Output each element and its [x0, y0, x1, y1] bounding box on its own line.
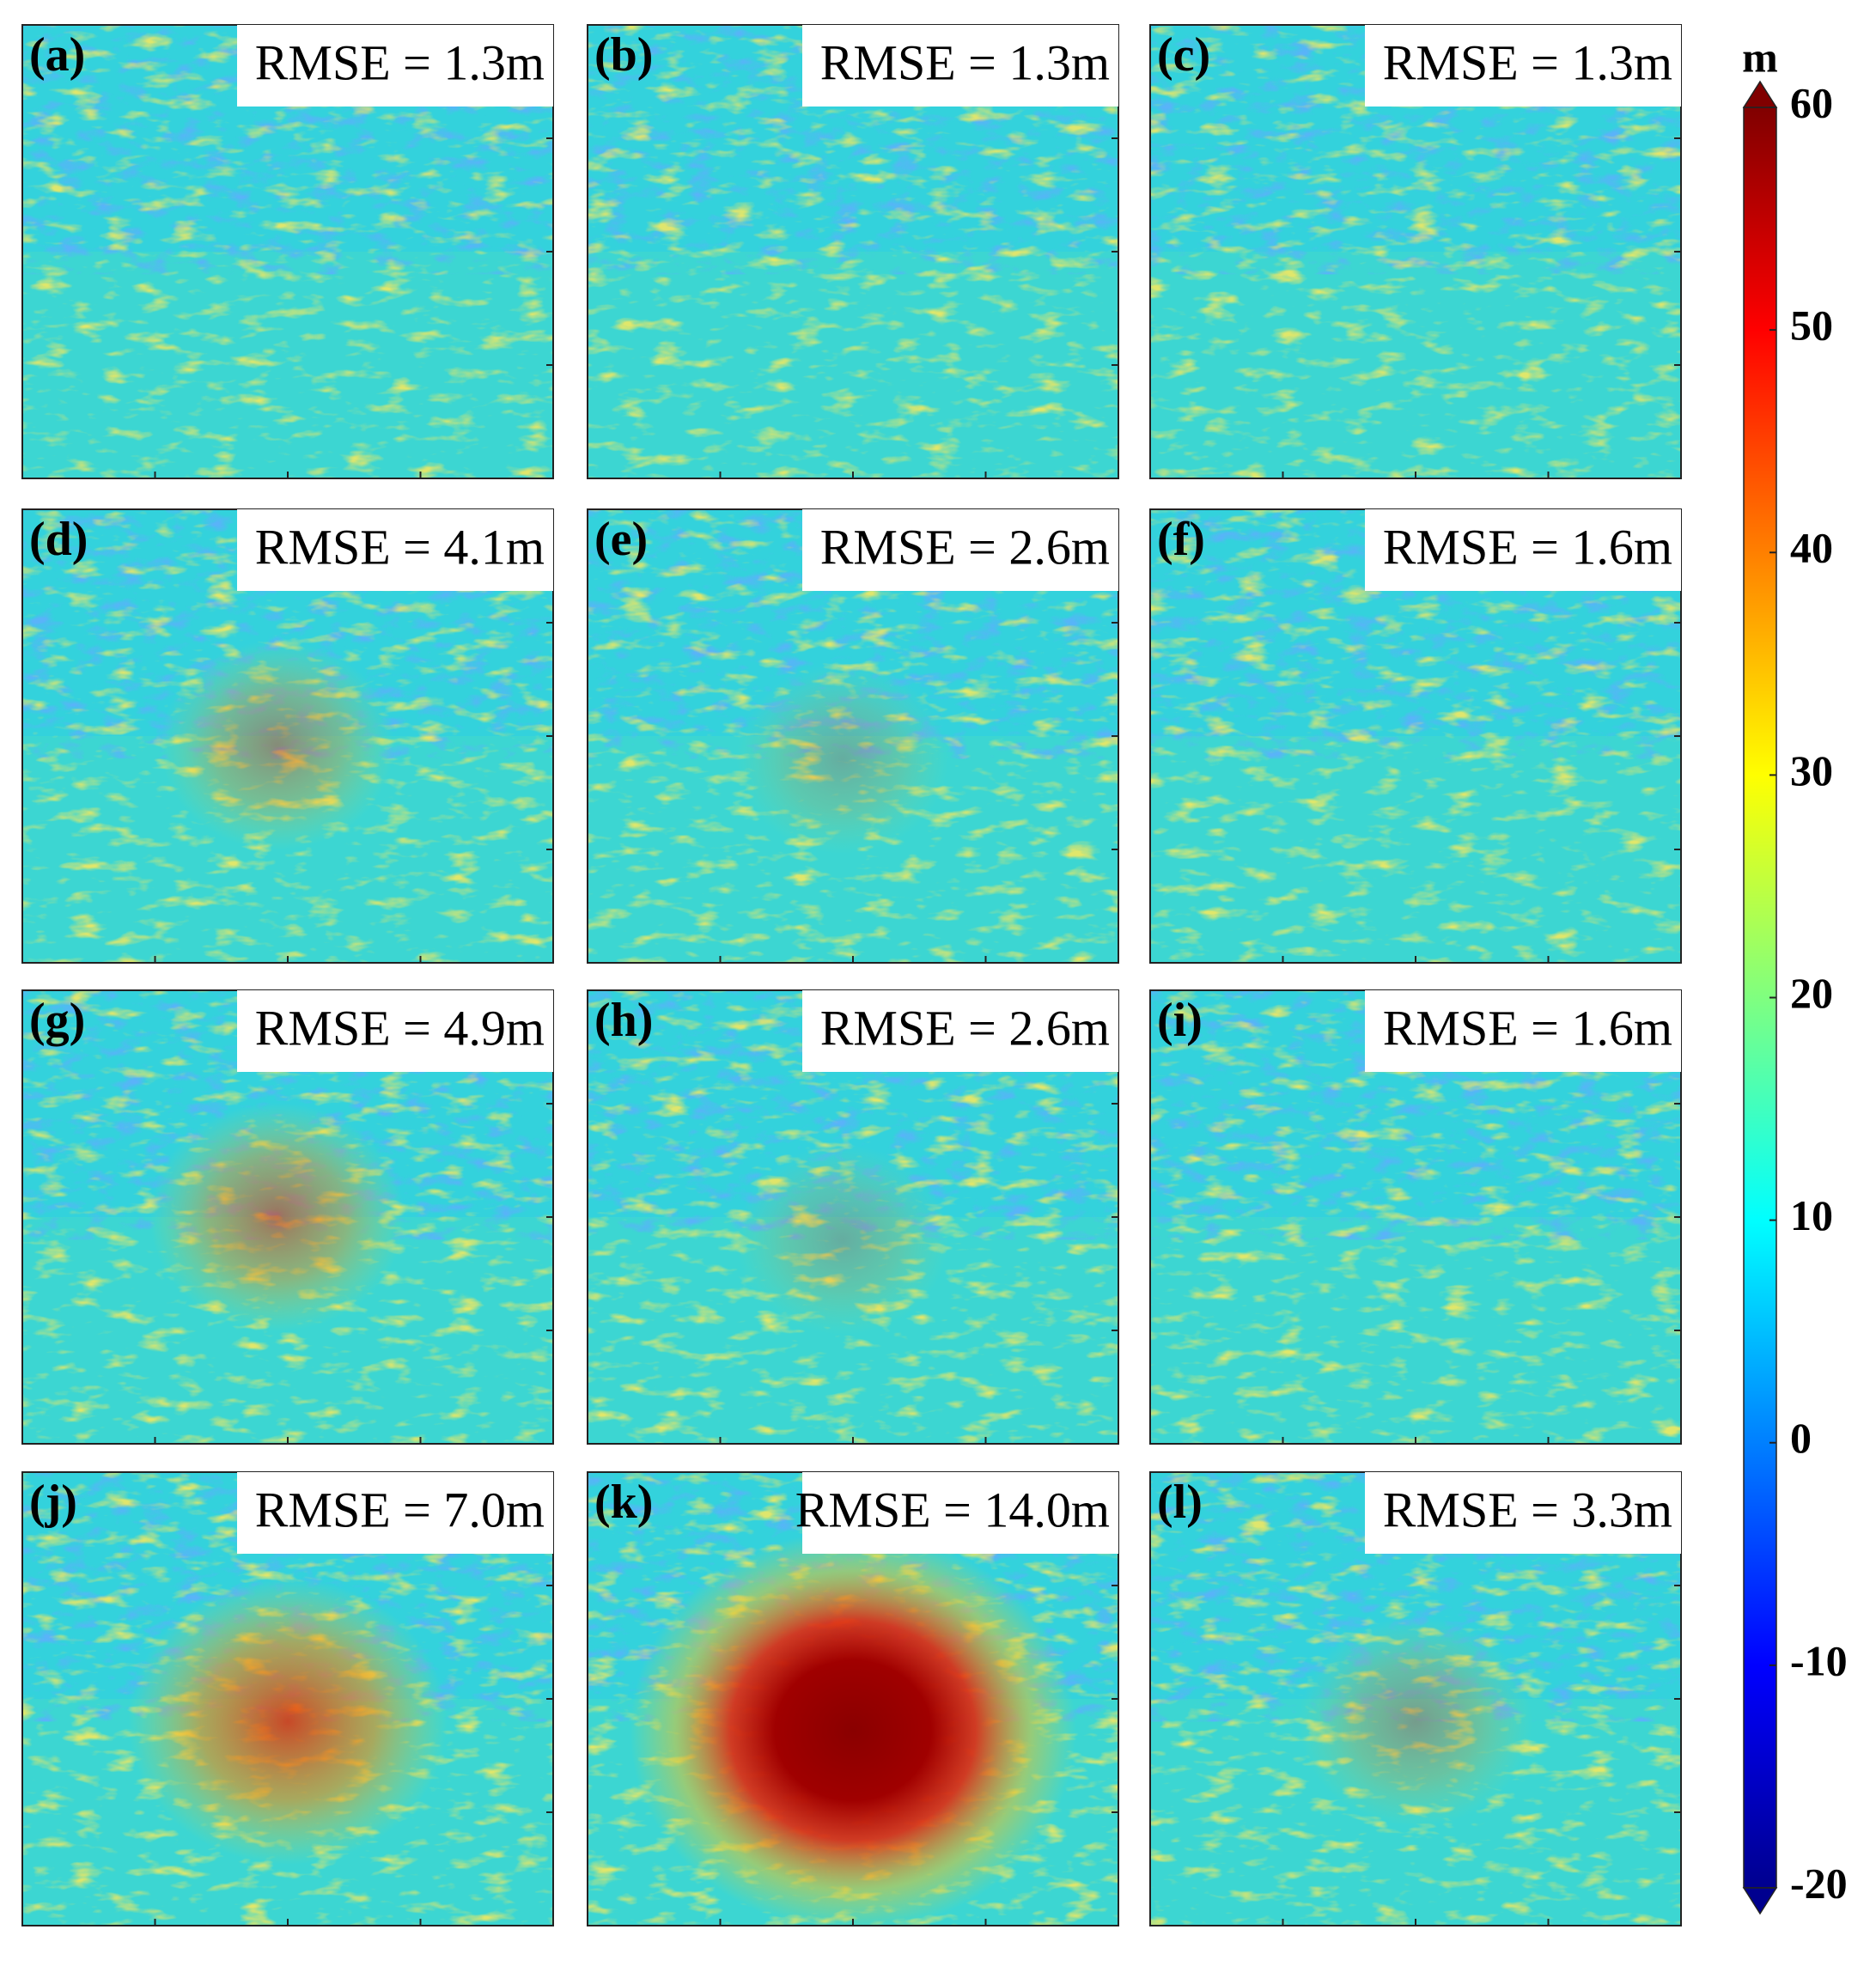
- panel-label: (e): [594, 513, 648, 566]
- annotation-box: [802, 25, 1118, 107]
- colorbar-tick-label: 40: [1790, 524, 1833, 572]
- map-panel: RMSE = 4.1m (d): [21, 508, 554, 964]
- panel-label: (f): [1157, 513, 1205, 566]
- annotation-box: [237, 990, 553, 1072]
- annotation: RMSE = 2.6m: [820, 1000, 1110, 1056]
- map-panel: RMSE = 2.6m (h): [587, 989, 1119, 1445]
- annotation: RMSE = 1.6m: [1383, 519, 1672, 575]
- heat-blob: [128, 1579, 448, 1865]
- panel-label: (c): [1157, 28, 1210, 82]
- panel-label: (j): [29, 1476, 77, 1529]
- heat-blob: [149, 1102, 405, 1332]
- panel-label: (l): [1157, 1476, 1203, 1529]
- annotation-box: [802, 509, 1118, 591]
- annotation: RMSE = 2.6m: [820, 519, 1110, 575]
- colorbar-tick-label: -10: [1790, 1636, 1848, 1684]
- colorbar-extend-bottom: [1742, 1887, 1778, 1915]
- annotation: RMSE = 7.0m: [255, 1482, 545, 1537]
- panel-label: (i): [1157, 994, 1203, 1047]
- annotation: RMSE = 1.3m: [255, 34, 545, 90]
- colorbar-tick-label: -20: [1790, 1859, 1848, 1907]
- annotation-box: [237, 25, 553, 107]
- annotation-box: [1365, 25, 1681, 107]
- annotation: RMSE = 4.9m: [255, 1000, 545, 1056]
- heat-blob: [160, 640, 394, 850]
- colorbar-tick-label: 30: [1790, 746, 1833, 794]
- colorbar-tick-label: 0: [1790, 1414, 1812, 1462]
- annotation: RMSE = 14.0m: [795, 1482, 1110, 1537]
- panel-label: (h): [594, 994, 653, 1047]
- annotation: RMSE = 4.1m: [255, 519, 545, 575]
- map-panel: RMSE = 4.9m (g): [21, 989, 554, 1445]
- panel-label: (a): [29, 28, 85, 82]
- colorbar-tick-label: 50: [1790, 301, 1833, 350]
- colorbar-extend-top: [1742, 80, 1778, 108]
- map-panel: RMSE = 7.0m (j): [21, 1471, 554, 1926]
- annotation-box: [1365, 1472, 1681, 1554]
- colorbar-tick-label: 10: [1790, 1191, 1833, 1239]
- map-panel: RMSE = 1.3m (b): [587, 24, 1119, 479]
- panel-label: (d): [29, 513, 88, 566]
- annotation: RMSE = 1.3m: [820, 34, 1110, 90]
- annotation-box: [802, 990, 1118, 1072]
- annotation-box: [237, 1472, 553, 1554]
- annotation-box: [1365, 990, 1681, 1072]
- heat-blob: [736, 663, 949, 855]
- annotation: RMSE = 1.3m: [1383, 34, 1672, 90]
- map-panel: RMSE = 1.6m (i): [1149, 989, 1682, 1445]
- map-panel: RMSE = 1.6m (f): [1149, 508, 1682, 964]
- panel-label: (g): [29, 994, 85, 1047]
- annotation-box: [802, 1472, 1118, 1554]
- panel-label: (k): [594, 1476, 653, 1529]
- heat-blob: [1299, 1616, 1532, 1827]
- map-panel: RMSE = 3.3m (l): [1149, 1471, 1682, 1926]
- colorbar-tick-label: 20: [1790, 969, 1833, 1017]
- heat-blob: [736, 1144, 949, 1336]
- colorbar-unit: m: [1742, 33, 1778, 81]
- annotation-box: [237, 509, 553, 591]
- annotation: RMSE = 3.3m: [1383, 1482, 1672, 1537]
- annotation: RMSE = 1.6m: [1383, 1000, 1672, 1056]
- annotation-box: [1365, 509, 1681, 591]
- panel-label: (b): [594, 28, 653, 82]
- map-panel: RMSE = 14.0m (k): [587, 1471, 1119, 1926]
- colorbar-tick-label: 60: [1790, 78, 1833, 126]
- heat-blob: [630, 1531, 1076, 1926]
- map-panel: RMSE = 1.3m (a): [21, 24, 554, 479]
- map-panel: RMSE = 1.3m (c): [1149, 24, 1682, 479]
- map-panel: RMSE = 2.6m (e): [587, 508, 1119, 964]
